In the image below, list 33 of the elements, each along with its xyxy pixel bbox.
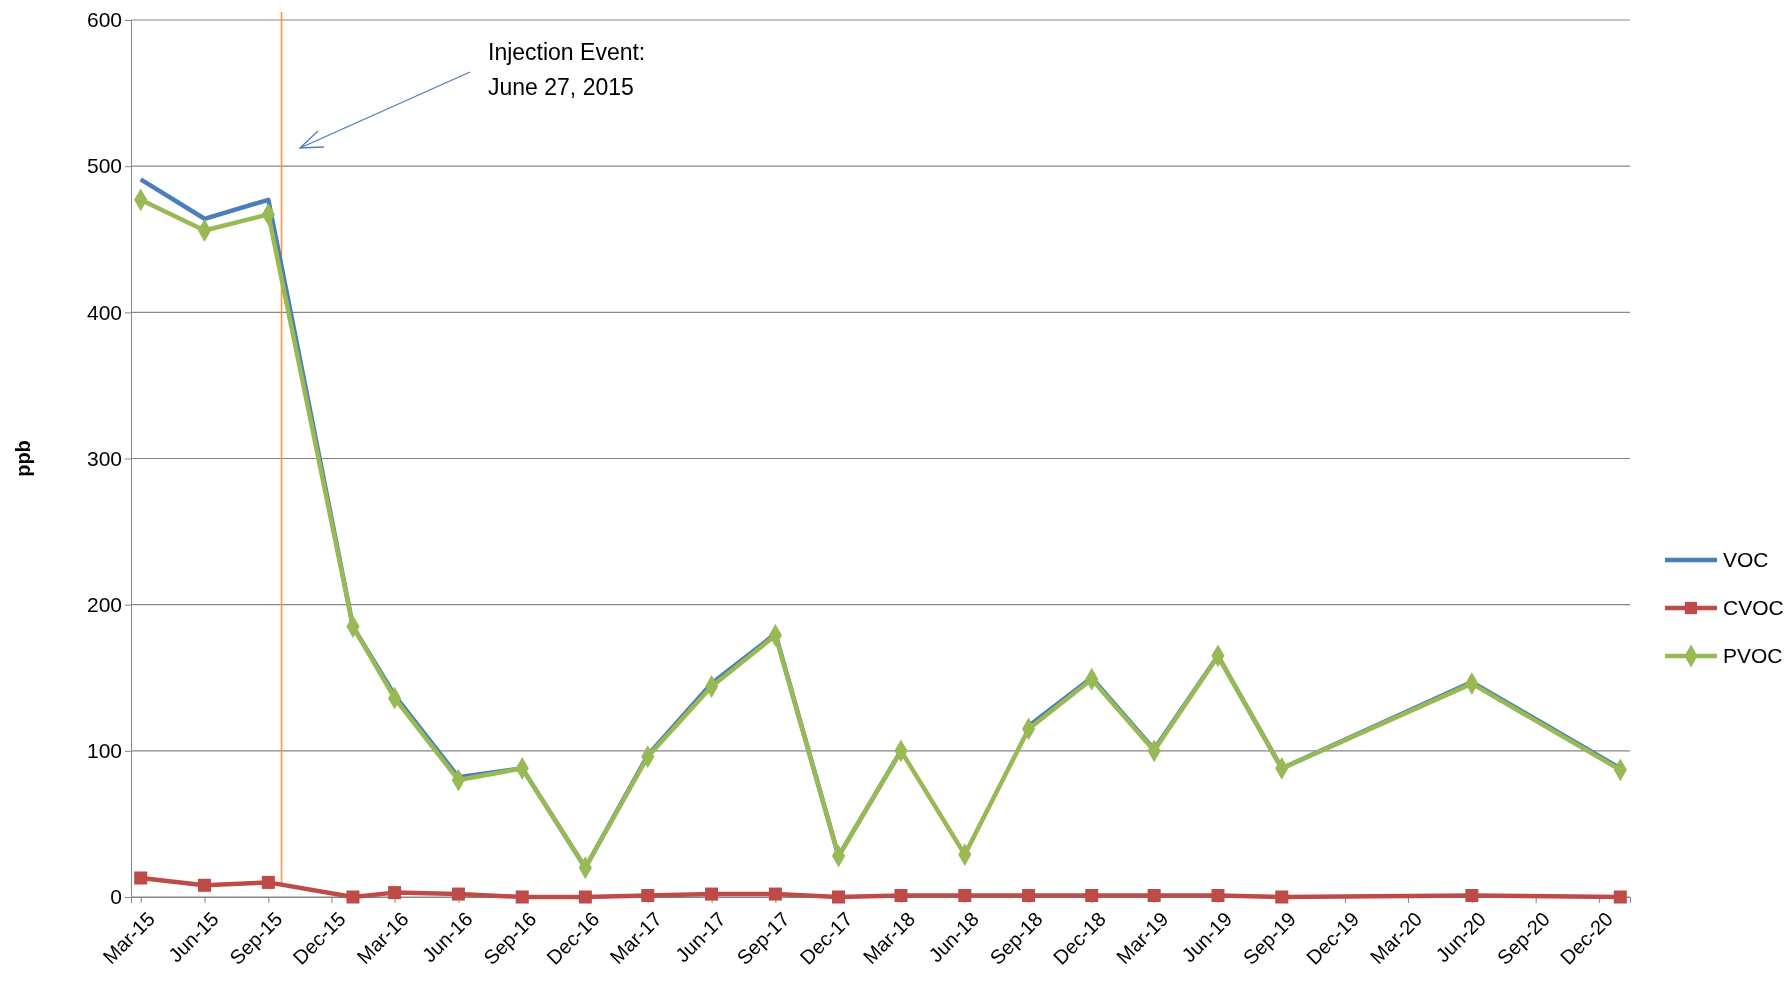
point: [1022, 889, 1036, 903]
point: [1085, 889, 1099, 903]
point: [894, 889, 908, 903]
point: [515, 890, 529, 904]
point: [1275, 890, 1289, 904]
point: [705, 887, 719, 901]
point: [346, 890, 360, 904]
y-tick-label: 400: [86, 300, 122, 324]
point: [451, 887, 465, 901]
point: [768, 887, 782, 901]
annotation: Injection Event: June 27, 2015: [488, 39, 646, 100]
legend-label: VOC: [1723, 548, 1769, 572]
y-axis-title: ppb: [12, 440, 34, 477]
point: [1211, 889, 1225, 903]
y-tick-label: 0: [110, 885, 122, 909]
point: [641, 889, 655, 903]
point: [1147, 889, 1161, 903]
y-tick-label: 500: [86, 154, 122, 178]
point: [261, 875, 275, 889]
y-tick-label: 200: [86, 592, 122, 616]
y-tick-label: 100: [86, 739, 122, 763]
legend-label: PVOC: [1723, 644, 1783, 668]
y-tick-label: 600: [86, 8, 122, 32]
point: [1465, 889, 1479, 903]
legend-label: CVOC: [1723, 596, 1784, 620]
point: [832, 890, 846, 904]
y-tick-label: 300: [86, 446, 122, 470]
point: [134, 871, 148, 885]
point: [198, 878, 212, 892]
point: [388, 886, 402, 900]
point: [578, 890, 592, 904]
point: [1613, 890, 1627, 904]
point: [958, 889, 972, 903]
